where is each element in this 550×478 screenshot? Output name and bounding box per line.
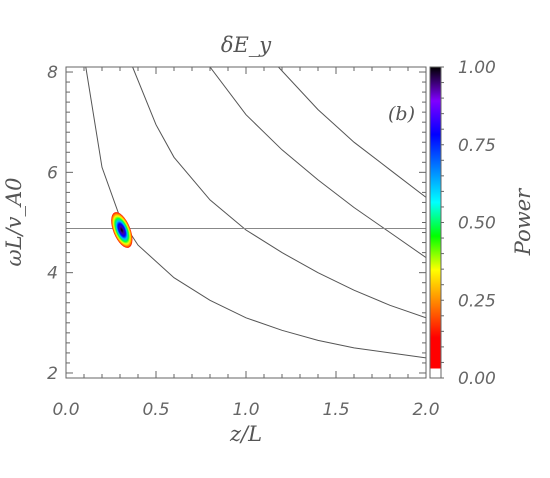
dispersion-curve-4: [278, 67, 426, 198]
colorbar-tick-label: 0.50: [458, 214, 496, 234]
colorbar-tick-label: 1.00: [458, 58, 496, 78]
x-axis-ticks: 0.0 0.5 1.0 1.5 2.0: [52, 67, 440, 420]
colorbar-fill: [430, 67, 441, 378]
colorbar: 0.00 0.25 0.50 0.75 1.00: [429, 58, 496, 389]
dispersion-curve-2: [132, 67, 426, 319]
x-tick-label: 1.5: [322, 400, 349, 420]
plot-area: 0.0 0.5 1.0 1.5 2.0 2 4 6 8: [47, 63, 439, 420]
x-tick-label: 0.0: [52, 400, 79, 420]
colorbar-tick-label: 0.25: [458, 291, 496, 311]
chart-title: δE_y: [221, 33, 272, 57]
colorbar-tick-label: 0.75: [458, 136, 496, 156]
power-hotspot: [111, 212, 133, 248]
y-tick-label: 6: [47, 163, 58, 183]
y-tick-label: 2: [47, 364, 58, 384]
colorbar-tick-label: 0.00: [458, 369, 496, 389]
colorbar-label: Power: [511, 187, 535, 256]
colorbar-ticks: 0.00 0.25 0.50 0.75 1.00: [441, 58, 496, 389]
dispersion-curves: [85, 67, 426, 359]
dispersion-curve-1: [85, 67, 426, 359]
y-tick-label: 4: [47, 264, 58, 284]
x-axis-label: z/L: [229, 422, 262, 446]
dispersion-curve-3: [209, 67, 426, 259]
x-tick-label: 1.0: [232, 400, 259, 420]
panel-label: (b): [388, 103, 415, 125]
x-tick-label: 0.5: [142, 400, 169, 420]
y-axis-label: ωL/v_A0: [2, 177, 26, 266]
x-tick-label: 2.0: [412, 400, 439, 420]
y-tick-label: 8: [47, 63, 58, 83]
y-axis-ticks: 2 4 6 8: [47, 63, 426, 384]
